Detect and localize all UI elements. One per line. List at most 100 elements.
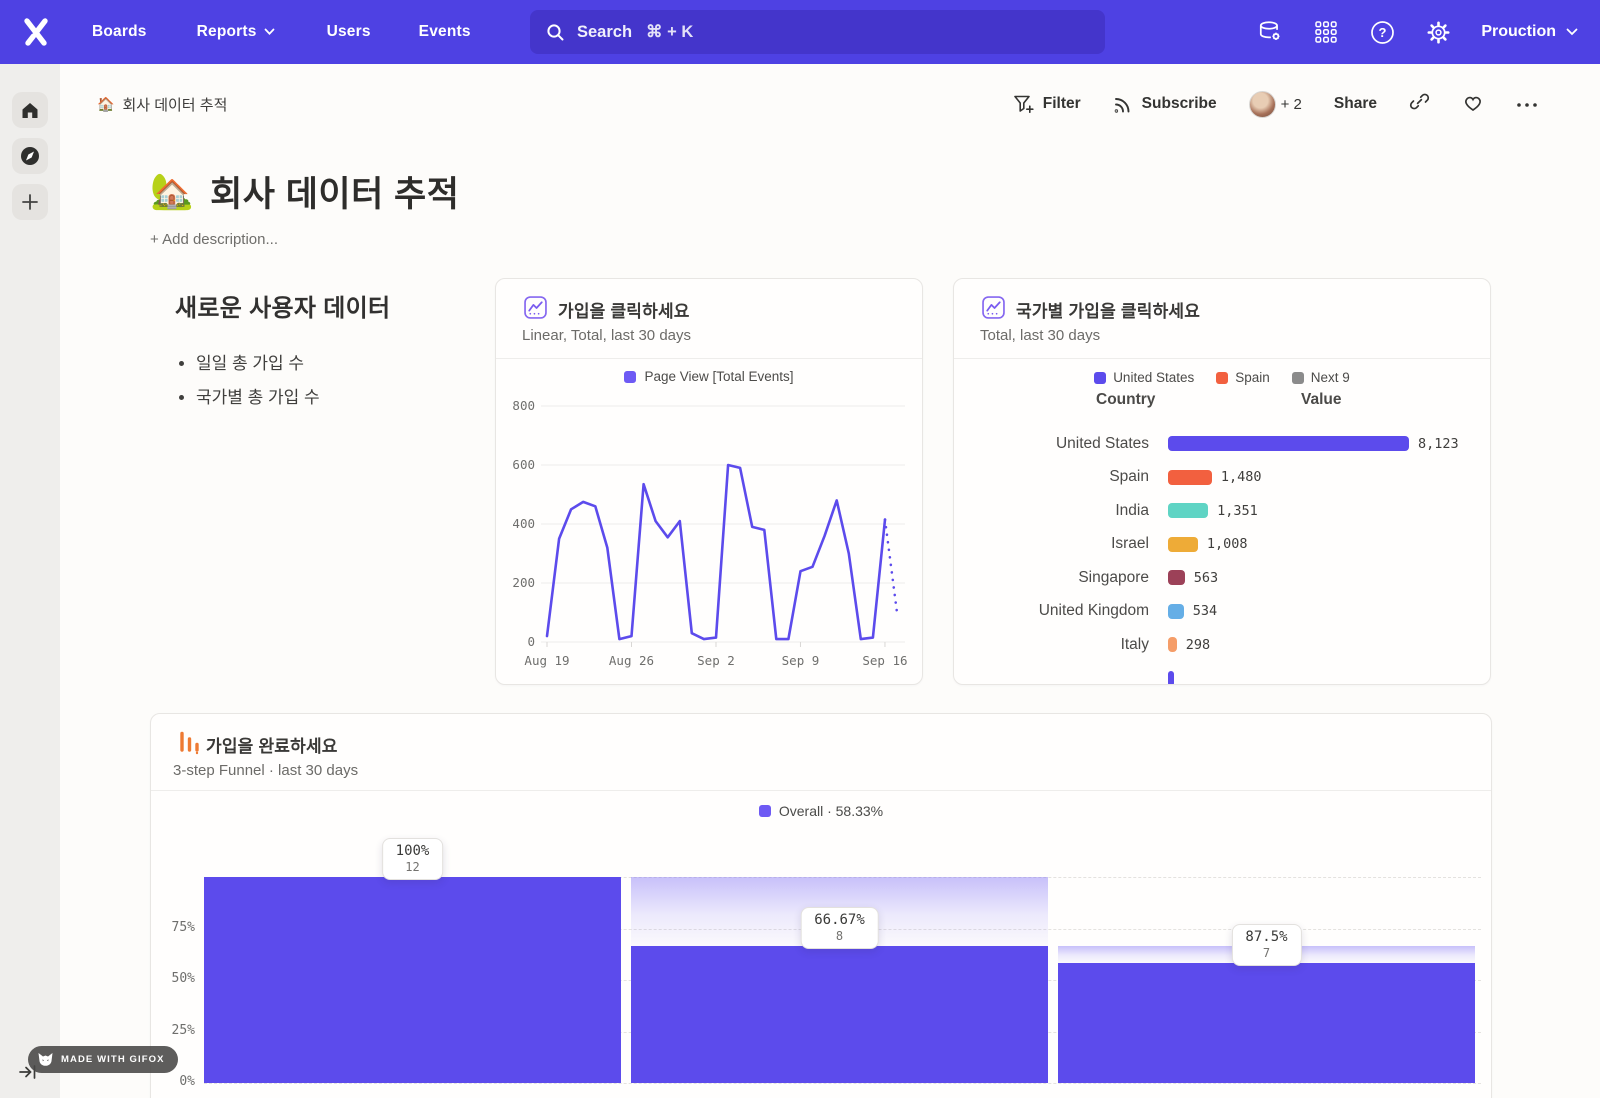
- y-axis-label: 200: [512, 575, 535, 590]
- funnel-tooltip: 87.5% 7: [1231, 923, 1302, 966]
- collaborators[interactable]: + 2: [1248, 90, 1302, 118]
- country-label: India: [1115, 501, 1149, 519]
- help-icon[interactable]: ?: [1369, 19, 1395, 45]
- card-header: 가입을 클릭하세요 Linear, Total, last 30 days: [496, 279, 922, 359]
- country-label: Singapore: [1078, 568, 1149, 586]
- country-bar[interactable]: [1168, 637, 1177, 653]
- country-bar-card[interactable]: 국가별 가입을 클릭하세요 Total, last 30 days United…: [953, 278, 1491, 685]
- data-management-icon[interactable]: [1257, 19, 1283, 45]
- avatar: [1248, 90, 1276, 118]
- legend-item[interactable]: United States: [1094, 370, 1194, 385]
- nav-item-boards[interactable]: Boards: [92, 23, 147, 41]
- page-header: 🏡 회사 데이터 추적 + Add description...: [150, 166, 459, 248]
- table-column-headers: Country Value: [954, 391, 1490, 427]
- page-title[interactable]: 🏡 회사 데이터 추적: [150, 166, 459, 217]
- funnel-bar[interactable]: [631, 945, 1048, 1083]
- project-selector[interactable]: Prouction: [1481, 23, 1578, 41]
- text-card[interactable]: 새로운 사용자 데이터 일일 총 가입 수 국가별 총 가입 수: [150, 270, 490, 417]
- country-bar[interactable]: [1168, 503, 1209, 519]
- list-item: 국가별 총 가입 수: [196, 383, 490, 408]
- nav-item-label: Reports: [196, 23, 257, 40]
- country-row[interactable]: [954, 662, 1490, 684]
- subscribe-button[interactable]: Subscribe: [1113, 94, 1217, 114]
- nav-item-users[interactable]: Users: [327, 23, 371, 41]
- funnel-tooltip: 100% 12: [381, 838, 444, 880]
- country-label: United Kingdom: [1038, 602, 1149, 620]
- column-header-country: Country: [1096, 391, 1156, 408]
- filter-button[interactable]: Filter: [1013, 94, 1081, 114]
- funnel-chart-icon: [180, 731, 199, 755]
- line-chart-card[interactable]: 가입을 클릭하세요 Linear, Total, last 30 days Pa…: [495, 278, 923, 685]
- home-icon: [22, 102, 38, 118]
- legend-swatch: [1094, 371, 1107, 384]
- country-bar[interactable]: [1168, 570, 1185, 586]
- breadcrumb[interactable]: 🏠 회사 데이터 추적: [97, 94, 227, 115]
- x-axis-label: Sep 2: [697, 653, 735, 668]
- search-icon: [547, 23, 564, 40]
- page-title-text: 회사 데이터 추적: [210, 175, 460, 214]
- y-axis-label: 400: [512, 516, 535, 531]
- funnel-legend[interactable]: Overall · 58.33%: [151, 803, 1491, 819]
- more-options-button[interactable]: [1516, 95, 1538, 113]
- legend-label: Overall · 58.33%: [778, 803, 884, 819]
- country-row[interactable]: Singapore 563: [954, 561, 1490, 595]
- nav-item-events[interactable]: Events: [419, 23, 471, 41]
- add-board-button[interactable]: [12, 184, 48, 220]
- conversion-count: 8: [835, 928, 844, 943]
- y-axis-label: 600: [512, 457, 535, 472]
- country-value: 563: [1193, 569, 1219, 586]
- share-label: Share: [1333, 95, 1377, 112]
- card-subtitle: 3-step Funnel · last 30 days: [173, 762, 359, 779]
- legend-swatch: [1216, 371, 1229, 384]
- country-row[interactable]: United Kingdom 534: [954, 595, 1490, 629]
- line-chart-legend[interactable]: Page View [Total Events]: [496, 369, 922, 384]
- country-bar[interactable]: [1168, 670, 1174, 684]
- bar-chart-icon: [982, 296, 1005, 319]
- funnel-bar[interactable]: [1058, 962, 1475, 1083]
- nav-item-label: Boards: [92, 23, 147, 40]
- country-value: 1,351: [1217, 502, 1258, 519]
- line-chart-svg[interactable]: 0 200 400 600 800 Aug 19 Aug 26 Sep 2 Sep 9 Sep 1…: [507, 388, 911, 674]
- funnel-card[interactable]: 가입을 완료하세요 3-step Funnel · last 30 days O…: [150, 713, 1492, 1098]
- conversion-count: 12: [405, 860, 420, 874]
- y-axis-label: 75%: [171, 919, 195, 935]
- country-bar[interactable]: [1168, 536, 1198, 552]
- add-description-button[interactable]: + Add description...: [150, 231, 278, 248]
- favorite-button[interactable]: [1462, 92, 1484, 117]
- settings-gear-icon[interactable]: [1425, 19, 1451, 45]
- home-button[interactable]: [12, 92, 48, 128]
- conversion-percent: 66.67%: [814, 911, 865, 928]
- legend-item[interactable]: Next 9: [1291, 370, 1350, 385]
- mixpanel-logo-icon[interactable]: [20, 15, 52, 49]
- apps-grid-icon[interactable]: [1313, 19, 1339, 45]
- country-bar[interactable]: [1168, 469, 1212, 485]
- search-placeholder: Search: [577, 22, 633, 41]
- country-row[interactable]: Spain 1,480: [954, 461, 1490, 495]
- nav-item-label: Events: [418, 23, 471, 40]
- country-bar[interactable]: [1168, 603, 1184, 619]
- list-item: 일일 총 가입 수: [196, 349, 490, 374]
- share-button[interactable]: Share: [1334, 95, 1377, 113]
- page-title-emoji: 🏡: [150, 172, 195, 211]
- country-bar[interactable]: [1168, 436, 1409, 452]
- nav-item-reports[interactable]: Reports: [197, 23, 275, 41]
- chevron-down-icon: [264, 28, 274, 36]
- funnel-bar[interactable]: [204, 877, 621, 1083]
- project-label: Prouction: [1481, 23, 1556, 40]
- country-row[interactable]: Israel 1,008: [954, 528, 1490, 562]
- line-series-incomplete[interactable]: [883, 518, 899, 614]
- x-axis-label: Aug 26: [609, 653, 654, 668]
- funnel-tooltip: 66.67% 8: [800, 906, 879, 949]
- country-label: Italy: [1120, 635, 1149, 653]
- copy-link-button[interactable]: [1409, 91, 1430, 117]
- card-header: 국가별 가입을 클릭하세요 Total, last 30 days: [954, 279, 1490, 359]
- made-with-gifox-badge[interactable]: MADE WITH GIFOX: [28, 1046, 178, 1073]
- discover-button[interactable]: [12, 138, 48, 174]
- country-row[interactable]: United States 8,123: [954, 427, 1490, 461]
- legend-item[interactable]: Spain: [1216, 370, 1270, 385]
- country-row[interactable]: India 1,351: [954, 494, 1490, 528]
- search-input[interactable]: Search ⌘ + K: [530, 10, 1105, 54]
- collaborator-count: + 2: [1280, 95, 1302, 113]
- country-row[interactable]: Italy 298: [954, 628, 1490, 662]
- line-series[interactable]: [545, 463, 887, 641]
